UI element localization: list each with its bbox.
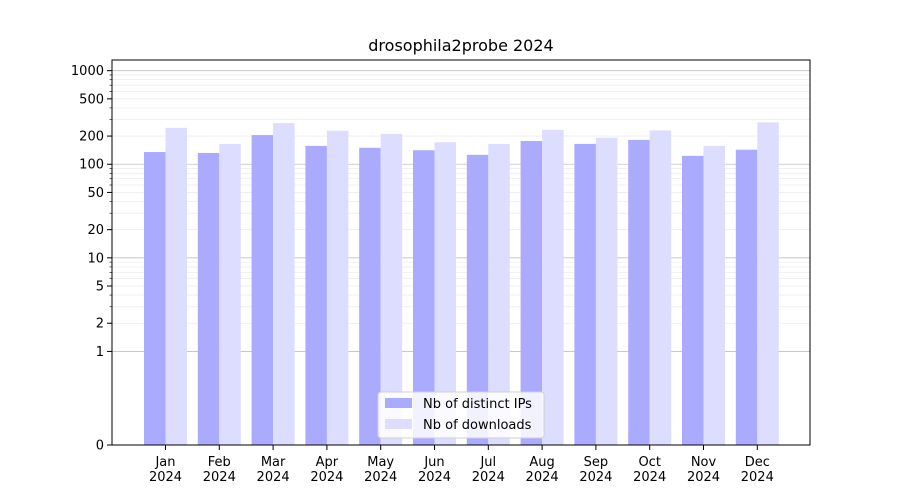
y-tick-label: 0: [96, 439, 104, 454]
bar: [144, 152, 166, 445]
bar: [434, 142, 456, 445]
bar: [649, 130, 672, 446]
y-tick-label: 1: [96, 345, 104, 360]
bar: [574, 143, 596, 445]
bar: [520, 141, 543, 446]
bar: [251, 135, 274, 445]
x-tick-label: Jul 2024: [472, 455, 505, 485]
legend-label: Nb of downloads: [423, 418, 532, 433]
legend-label: Nb of distinct IPs: [423, 397, 532, 412]
x-tick-label: Feb 2024: [203, 455, 236, 485]
y-tick-label: 1000: [71, 64, 104, 79]
y-tick-label: 10: [87, 251, 104, 266]
x-tick-label: Aug 2024: [526, 455, 559, 485]
x-tick-label: Jun 2024: [418, 455, 451, 485]
chart-title: drosophila2probe 2024: [368, 36, 553, 55]
legend-swatch: [385, 398, 412, 408]
x-tick-label: Jan 2024: [149, 455, 182, 485]
bar: [305, 145, 327, 445]
bar: [165, 127, 187, 445]
bar: [380, 133, 403, 445]
y-tick-label: 20: [87, 223, 104, 238]
y-axis: 0 1 2 5 10 20 50 100 200 500 1000: [71, 64, 112, 454]
x-tick-label: Oct 2024: [633, 455, 666, 485]
x-tick-label: Apr 2024: [310, 455, 343, 485]
bar: [488, 143, 510, 445]
y-tick-label: 50: [87, 186, 104, 201]
y-tick-label: 100: [79, 158, 104, 173]
x-tick-label: Dec 2024: [741, 455, 774, 485]
bar: [682, 155, 704, 445]
bar: [413, 150, 435, 445]
y-tick-label: 200: [79, 130, 104, 145]
legend: Nb of distinct IPs Nb of downloads: [377, 391, 545, 439]
x-tick-label: Nov 2024: [687, 455, 720, 485]
plot-frame: [111, 59, 811, 446]
y-tick-label: 2: [96, 317, 104, 332]
bar: [197, 152, 220, 445]
y-tick-label: 5: [96, 280, 104, 295]
legend-box: [377, 391, 545, 439]
bar: [359, 147, 381, 445]
bar: [703, 145, 725, 445]
x-tick-label: May 2024: [364, 455, 397, 485]
bar: [273, 123, 295, 446]
bar: [466, 154, 489, 445]
x-tick-label: Sep 2024: [579, 455, 612, 485]
bar: [628, 139, 650, 445]
bars: [144, 122, 779, 446]
bar: [542, 129, 564, 445]
x-axis: Jan 2024 Feb 2024 Mar 2024 Apr 2024 May 2024 Jun 20…: [149, 445, 774, 485]
y-tick-label: 500: [79, 92, 104, 107]
x-tick-label: Mar 2024: [257, 455, 290, 485]
bar: [735, 149, 758, 445]
bar: [757, 122, 779, 445]
legend-swatch: [385, 419, 412, 429]
bar: [326, 130, 349, 445]
bar: [595, 137, 618, 445]
bar: [219, 143, 241, 445]
